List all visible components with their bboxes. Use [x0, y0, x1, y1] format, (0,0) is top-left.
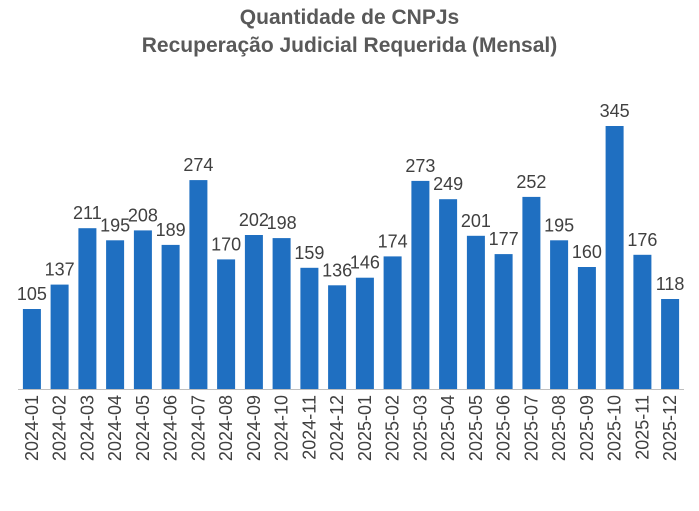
- data-label-2024-01: 105: [17, 284, 47, 304]
- bar-2025-10: [605, 126, 624, 389]
- x-tick-label-2025-12: 2025-12: [660, 395, 680, 461]
- x-tick-label-2025-10: 2025-10: [605, 395, 625, 461]
- bar-2024-09: [244, 235, 263, 389]
- x-tick-label-2025-11: 2025-11: [632, 395, 652, 460]
- x-tick-label-2024-10: 2024-10: [272, 395, 292, 461]
- data-label-2024-09: 202: [239, 210, 269, 230]
- data-label-2024-12: 136: [322, 260, 352, 280]
- data-label-2024-02: 137: [45, 260, 75, 280]
- bar-2025-04: [439, 199, 458, 389]
- x-tick-label-2025-03: 2025-03: [410, 395, 430, 461]
- x-tick-label-2024-06: 2024-06: [161, 395, 181, 461]
- data-label-2025-04: 249: [433, 174, 463, 194]
- bar-2024-07: [189, 180, 208, 389]
- x-tick-label-2025-02: 2025-02: [383, 395, 403, 461]
- data-label-2024-10: 198: [267, 213, 297, 233]
- data-label-2024-05: 208: [128, 205, 158, 225]
- x-tick-label-2025-07: 2025-07: [521, 395, 541, 461]
- bar-2024-08: [217, 259, 236, 389]
- x-tick-label-2025-05: 2025-05: [466, 395, 486, 461]
- bar-2025-08: [550, 240, 569, 389]
- bar-2024-10: [272, 238, 291, 389]
- data-label-2024-06: 189: [156, 220, 186, 240]
- bar-2024-06: [161, 244, 180, 389]
- bar-2025-02: [383, 256, 402, 389]
- bar-2025-06: [494, 254, 513, 389]
- x-tick-label-2025-06: 2025-06: [494, 395, 514, 461]
- bar-2025-11: [633, 254, 652, 389]
- data-label-2025-09: 160: [572, 242, 602, 262]
- x-tick-label-2024-12: 2024-12: [327, 395, 347, 461]
- x-tick-label-2025-01: 2025-01: [355, 395, 375, 461]
- data-label-2025-12: 118: [656, 274, 685, 294]
- x-tick-label-2024-05: 2024-05: [133, 395, 153, 461]
- bar-2025-03: [411, 180, 430, 389]
- bar-2024-11: [300, 267, 319, 389]
- bar-2025-05: [466, 235, 485, 389]
- bar-2024-05: [133, 230, 152, 389]
- bar-2025-07: [522, 196, 541, 389]
- x-tick-label-2024-11: 2024-11: [299, 395, 319, 460]
- data-label-2024-04: 195: [100, 215, 130, 235]
- bar-2024-02: [50, 284, 69, 389]
- bar-2024-01: [22, 309, 41, 389]
- bar-2025-09: [577, 267, 596, 389]
- x-tick-label-2024-07: 2024-07: [188, 395, 208, 461]
- bar-2025-12: [661, 299, 680, 389]
- bar-2024-03: [78, 228, 97, 389]
- data-label-2025-08: 195: [544, 215, 574, 235]
- bar-2024-12: [328, 285, 347, 389]
- x-tick-label-2024-03: 2024-03: [77, 395, 97, 461]
- x-tick-label-2025-09: 2025-09: [577, 395, 597, 461]
- data-label-2024-03: 211: [73, 203, 102, 223]
- bar-2024-04: [106, 240, 125, 389]
- data-label-2025-05: 201: [461, 211, 491, 231]
- x-tick-label-2025-08: 2025-08: [549, 395, 569, 461]
- x-tick-label-2024-04: 2024-04: [105, 395, 125, 461]
- x-tick-label-2024-09: 2024-09: [244, 395, 264, 461]
- data-label-2024-07: 274: [183, 155, 213, 175]
- x-tick-label-2024-08: 2024-08: [216, 395, 236, 461]
- x-tick-label-2025-04: 2025-04: [438, 395, 458, 461]
- x-tick-label-2024-01: 2024-01: [22, 395, 42, 461]
- data-label-2024-11: 159: [294, 243, 324, 263]
- chart-subtitle: Recuperação Judicial Requerida (Mensal): [141, 34, 558, 57]
- data-label-2024-08: 170: [211, 234, 241, 254]
- data-label-2025-10: 345: [600, 101, 630, 121]
- bar-2025-01: [355, 277, 374, 389]
- data-label-2025-06: 177: [489, 229, 519, 249]
- x-tick-label-2024-02: 2024-02: [50, 395, 70, 461]
- data-label-2025-07: 252: [516, 172, 546, 192]
- data-label-2025-03: 273: [405, 156, 435, 176]
- data-label-2025-11: 176: [627, 230, 657, 250]
- data-label-2025-01: 146: [350, 253, 380, 273]
- data-label-2025-02: 174: [378, 231, 408, 251]
- chart-title: Quantidade de CNPJs: [239, 6, 460, 29]
